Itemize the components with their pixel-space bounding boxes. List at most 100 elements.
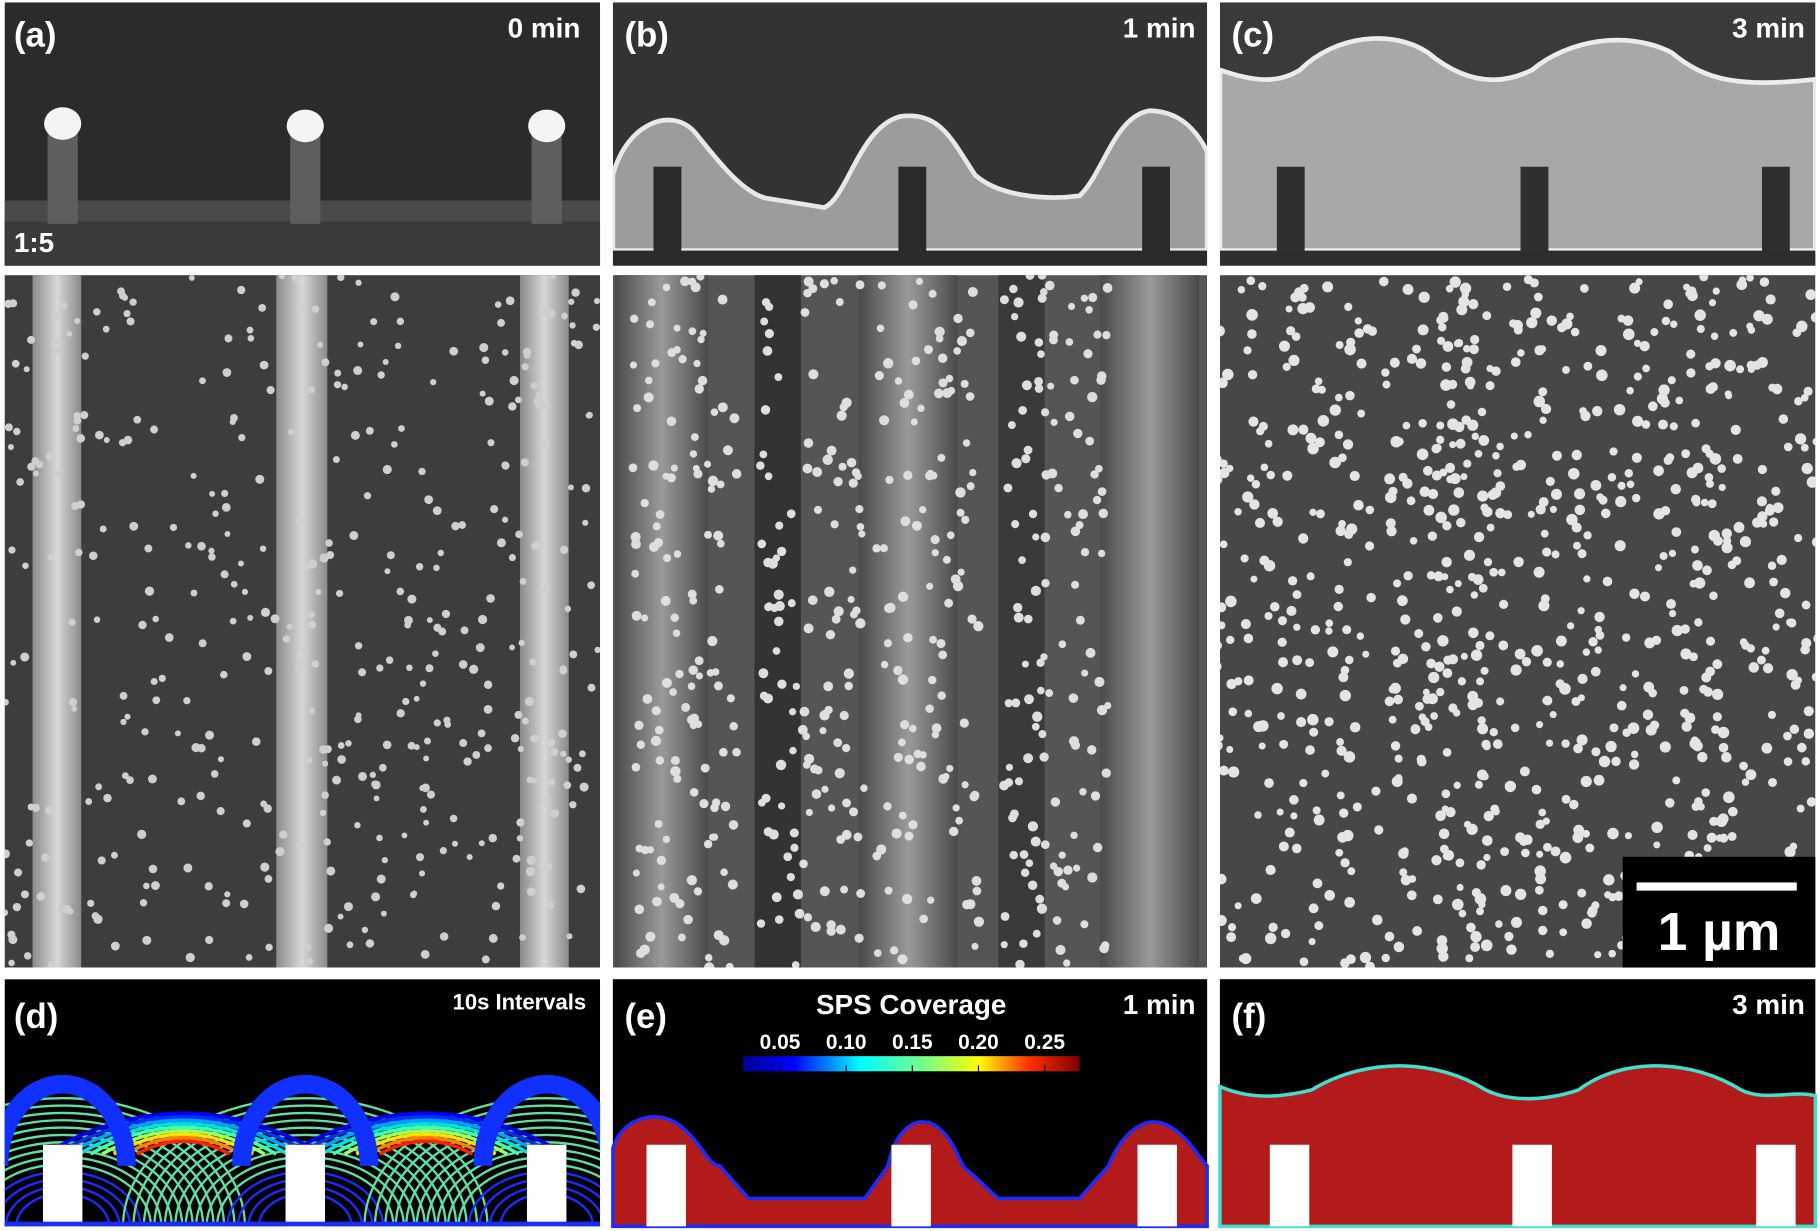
particle (1402, 478, 1413, 489)
particle (1295, 688, 1307, 700)
particle (1298, 293, 1307, 302)
particle (308, 707, 315, 714)
particle (1783, 757, 1793, 766)
particle (805, 808, 813, 817)
particle (8, 546, 16, 554)
particle (190, 589, 198, 597)
time-label: 1 min (1123, 989, 1196, 1020)
particle (1692, 498, 1701, 507)
particle (1681, 721, 1692, 732)
particle (703, 839, 713, 849)
particle (1800, 393, 1809, 402)
particle (1075, 615, 1085, 625)
particle (1801, 600, 1811, 610)
particle (1226, 635, 1235, 645)
particle (1227, 923, 1237, 932)
particle (929, 471, 938, 480)
particle (775, 521, 784, 530)
particle (1267, 507, 1278, 519)
particle (1325, 627, 1333, 635)
particle (1663, 299, 1673, 310)
particle (1794, 433, 1807, 445)
particle (1443, 655, 1453, 665)
particle (1514, 888, 1527, 901)
particle (1334, 584, 1344, 594)
particle (1406, 890, 1417, 901)
particle (1768, 777, 1778, 787)
particle (1210, 366, 1218, 375)
particle (965, 899, 976, 910)
particle (1219, 377, 1228, 389)
particle (1339, 808, 1349, 818)
particle (1264, 439, 1273, 448)
particle (1521, 656, 1532, 667)
particle (1476, 860, 1486, 870)
particle (697, 335, 705, 344)
particle (333, 381, 342, 389)
particle (1470, 334, 1480, 345)
particle (695, 672, 703, 680)
particle (573, 763, 582, 772)
particle (259, 360, 269, 370)
particle (345, 740, 352, 747)
particle (1485, 381, 1495, 391)
particle (955, 487, 966, 498)
particle (1290, 292, 1301, 303)
particle (1243, 675, 1254, 686)
particle (1718, 483, 1726, 492)
particle (1613, 403, 1626, 416)
particle (1708, 529, 1720, 542)
particle (1493, 469, 1502, 478)
particle (1009, 284, 1018, 294)
particle (819, 279, 829, 289)
particle (357, 341, 364, 348)
particle (652, 896, 662, 907)
particle (917, 404, 925, 413)
particle (524, 696, 535, 706)
particle (634, 904, 645, 915)
particle (432, 650, 439, 657)
particle (1780, 587, 1791, 599)
particle (662, 283, 671, 292)
particle (1455, 858, 1465, 868)
particle (1694, 309, 1706, 321)
particle (1431, 470, 1442, 481)
particle (117, 287, 125, 296)
particle (1669, 422, 1678, 431)
particle (944, 598, 954, 608)
particle (418, 467, 426, 476)
particle (1753, 310, 1765, 322)
particle (729, 722, 738, 731)
particle (1394, 774, 1403, 782)
particle (118, 438, 127, 447)
particle (901, 893, 913, 905)
particle (497, 882, 505, 890)
particle (41, 853, 50, 862)
particle (449, 814, 458, 823)
particle (1538, 497, 1549, 507)
panel-e-simulation (611, 979, 1209, 1229)
growth-front (367, 1135, 485, 1156)
particle (1810, 312, 1816, 323)
particle (1483, 557, 1493, 567)
particle (1288, 354, 1300, 366)
particle (1454, 580, 1462, 588)
particle (260, 862, 270, 872)
particle (433, 623, 442, 632)
particle (1666, 598, 1676, 609)
particle (849, 566, 857, 574)
particle (883, 802, 892, 811)
particle (1498, 640, 1509, 651)
particle (1711, 725, 1720, 734)
particle (1538, 345, 1547, 353)
particle (576, 884, 586, 894)
particle (1733, 521, 1745, 533)
particle (1702, 565, 1712, 576)
particle (1712, 659, 1723, 670)
particle (1428, 488, 1439, 500)
particle (1052, 916, 1062, 925)
particle (1542, 817, 1550, 825)
particle (790, 843, 799, 852)
particle (1437, 635, 1449, 647)
particle (942, 555, 951, 564)
